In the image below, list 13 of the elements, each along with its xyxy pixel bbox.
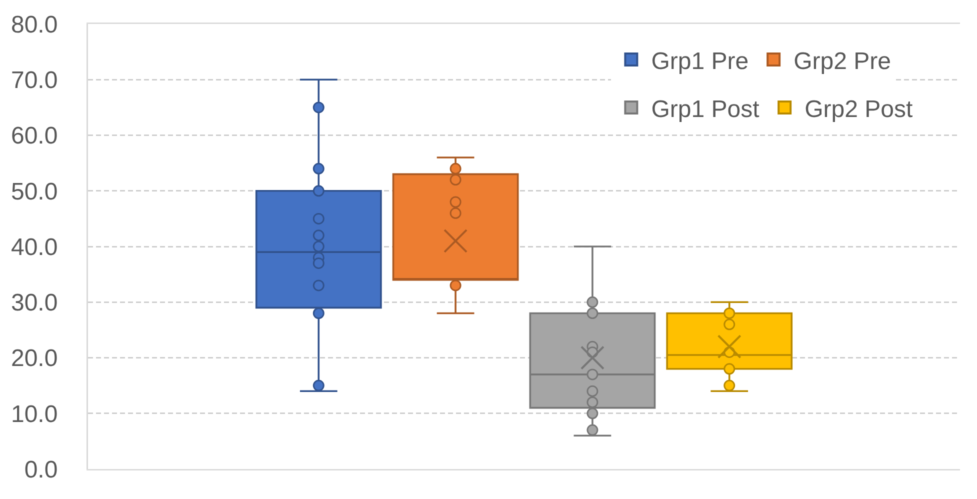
y-tick-label: 30.0 [10, 290, 58, 317]
y-tick-label: 70.0 [10, 67, 58, 94]
y-tick-label: 80.0 [10, 11, 58, 38]
legend-label: Grp2 Pre [794, 48, 891, 75]
y-tick-label: 10.0 [10, 400, 58, 428]
legend-label: Grp1 Pre [651, 48, 749, 75]
legend-label: Grp2 Post [804, 96, 913, 123]
y-tick-label: 50.0 [10, 178, 58, 206]
y-tick-label: 0.0 [24, 456, 58, 484]
y-tick-label: 60.0 [10, 122, 58, 150]
legend-label: Grp1 Post [651, 96, 760, 123]
y-tick-label: 20.0 [10, 345, 58, 372]
y-tick-label: 40.0 [10, 234, 58, 261]
